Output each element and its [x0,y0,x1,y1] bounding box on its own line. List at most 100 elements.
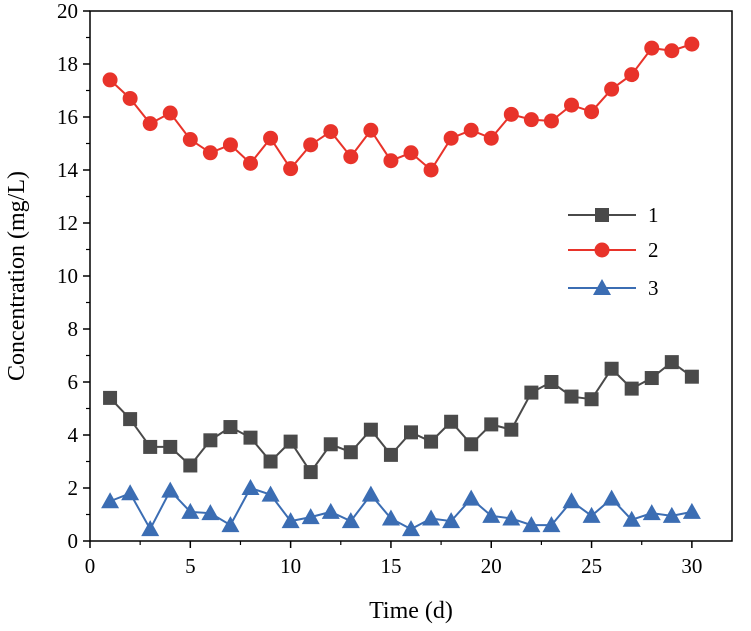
series-3-point [181,502,200,519]
series-1-point [243,430,258,445]
series-2-point [202,145,218,161]
series-3-point [101,492,120,509]
series-3-point [402,520,420,537]
series-2-point [644,40,660,56]
legend-item-1: 1 [568,203,659,227]
series-3-point [562,492,581,509]
series-2-point [343,149,359,165]
series-2-point [363,122,379,138]
series-3-point [241,479,260,495]
series-2-point [383,153,399,169]
series-1-point [544,375,559,389]
series-2-point [122,90,138,106]
series-2-point [624,67,640,83]
series-1-point [644,371,659,386]
series-1-point [303,465,318,480]
series-2-point [263,130,279,146]
series-1-point [604,361,619,376]
series-2-point [222,137,238,153]
y-tick-label: 0 [68,529,79,553]
series-1-point [123,412,138,427]
series-2-line [109,43,693,172]
series-1-point [203,433,218,448]
x-tick-label: 30 [681,554,702,578]
series-1-point [183,458,198,473]
x-tick-label: 15 [380,554,401,578]
series-2-point [102,72,118,88]
series-3-point [422,509,441,526]
series-1-point [323,437,338,452]
legend-item-3: 3 [568,276,659,300]
legend-item-2: 2 [568,238,659,262]
series-3-line [109,486,693,532]
series-3-point [442,512,461,529]
series-2-point [684,36,700,52]
series-2-point [303,137,319,153]
series-3-point [201,504,220,521]
series-3-point [381,509,400,526]
series-2-point [564,97,579,113]
y-tick-label: 8 [68,317,79,341]
series-1-point [664,355,679,370]
x-tick-label: 20 [481,554,502,578]
series-3-point [321,502,340,519]
series-2-point [503,106,519,122]
series-1-point [624,381,639,396]
series-3-point [602,489,621,506]
legend-label: 1 [648,203,659,227]
series-3-point [281,512,300,529]
x-tick-label: 5 [185,554,196,578]
y-tick-label: 10 [57,264,78,288]
series-2-point [182,132,198,148]
series-1-point [464,437,479,452]
series-3-point [682,502,701,519]
series-3-point [221,516,240,533]
series-3-point [141,520,160,537]
series-3-point [662,506,681,523]
series-3-point [522,516,541,533]
series-1-point [444,414,459,429]
series-3-point [482,506,501,523]
x-axis-label: Time (d) [369,598,453,624]
y-tick-label: 2 [68,476,79,500]
legend: 1 2 3 [568,203,659,300]
series-1-point [363,422,378,437]
series-3-point [261,485,280,502]
series-2-point [604,81,620,97]
series-2-point [423,162,439,178]
legend-marker [595,208,609,222]
legend-label: 3 [648,276,659,300]
series-3 [101,479,701,537]
series-3-point [582,506,601,523]
x-tick-label: 0 [85,554,96,578]
series-3-point [341,512,360,529]
series-1-point [383,447,398,462]
series-3-point [542,516,561,533]
legend-marker [594,242,610,258]
series-1-point [524,385,539,400]
series-3-point [121,484,140,501]
series-2-point [243,155,258,171]
series-1-line [109,360,693,474]
series-2-point [323,124,339,140]
series-2-point [483,130,499,146]
series-2-point [142,116,158,132]
series-3-point [462,489,481,506]
series-1-point [424,434,439,449]
series-2-point [664,43,680,59]
series-2-point [584,104,600,120]
series-1-point [103,390,118,405]
series-3-point [301,508,320,525]
legend-marker [593,279,611,295]
series-2-point [403,145,419,161]
series-layer [101,36,701,537]
x-tick-label: 10 [280,554,301,578]
series-3-point [642,504,661,521]
series-1-point [564,389,579,404]
series-3-point [502,509,521,526]
y-tick-label: 18 [57,52,78,76]
series-1-point [684,369,699,384]
series-3-point [622,510,641,527]
series-1-point [263,454,278,469]
